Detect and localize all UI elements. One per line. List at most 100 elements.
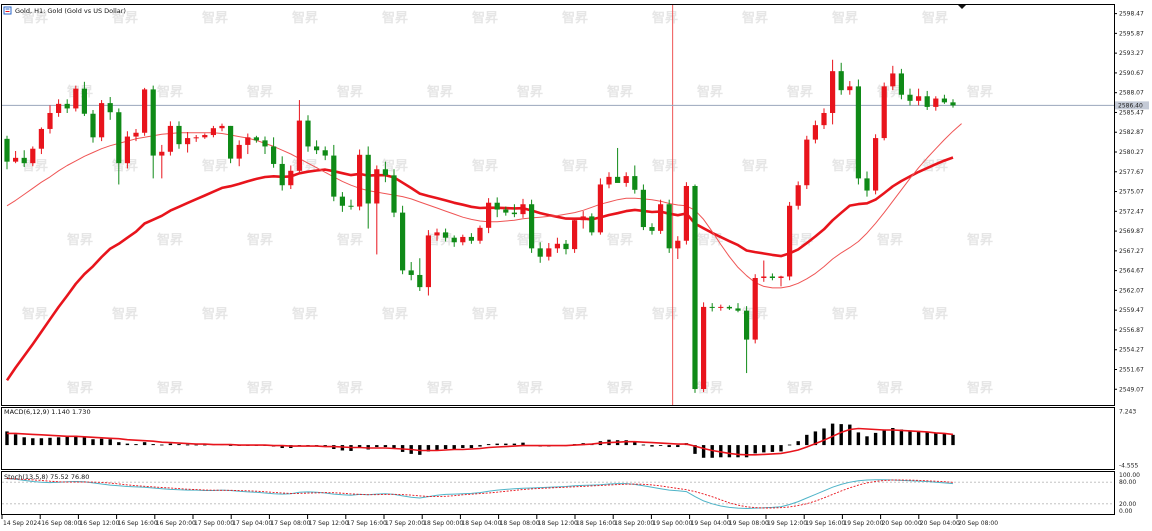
- candle-body: [357, 154, 363, 207]
- watermark-text: 智昇: [292, 10, 318, 26]
- candle-body: [709, 306, 715, 308]
- time-tick-label: 19 Sep 20:00: [843, 520, 883, 527]
- macd-histogram-bar: [512, 443, 517, 446]
- candle-body: [391, 175, 397, 213]
- shift-marker-icon[interactable]: [958, 5, 966, 9]
- macd-histogram-bar: [375, 445, 379, 448]
- stoch-main-line: [6, 478, 954, 510]
- macd-histogram-bar: [693, 445, 697, 454]
- macd-histogram-bar: [443, 445, 448, 449]
- macd-histogram-bar: [796, 441, 800, 446]
- candle-body: [589, 216, 595, 233]
- price-tick-label: 2559.47: [1119, 307, 1144, 314]
- moving-average-slow: [5, 156, 954, 382]
- ma-slow-line: [5, 156, 954, 382]
- watermark-text: 智昇: [787, 84, 813, 100]
- watermark-text: 智昇: [67, 380, 93, 396]
- macd-histogram-bar: [641, 444, 646, 446]
- watermark-text: 智昇: [112, 10, 138, 26]
- macd-histogram-bar: [203, 444, 207, 446]
- candle-body: [950, 102, 956, 106]
- macd-histogram-bar: [787, 444, 792, 446]
- time-tick-label: 17 Sep 00:00: [194, 520, 234, 527]
- watermark-text: 智昇: [22, 306, 48, 322]
- stoch-signal-line: [6, 478, 954, 509]
- time-tick-label: 16 Sep 08:00: [41, 520, 81, 527]
- macd-histogram-bar: [762, 445, 766, 453]
- candle-body: [219, 125, 225, 129]
- candle-body: [701, 306, 707, 390]
- watermark-text: 智昇: [787, 380, 813, 396]
- macd-histogram-bar: [151, 444, 155, 446]
- candle-body: [21, 157, 27, 164]
- macd-histogram-bar: [39, 438, 44, 446]
- macd-histogram-bar: [925, 432, 929, 446]
- macd-histogram-bar: [392, 445, 396, 449]
- watermark-text: 智昇: [427, 380, 453, 396]
- macd-histogram-bar: [91, 439, 95, 446]
- macd-histogram-bar: [899, 429, 904, 446]
- macd-histogram-bar: [82, 437, 87, 446]
- time-tick-label: 14 Sep 2024: [3, 520, 41, 527]
- macd-histogram-bar: [160, 444, 164, 446]
- candle-body: [262, 140, 268, 147]
- time-tick-label: 18 Sep 20:00: [614, 520, 654, 527]
- macd-histogram-bar: [168, 443, 173, 446]
- macd-panel-frame: [1, 407, 1115, 470]
- candle-body: [305, 120, 311, 147]
- macd-histogram-bar: [839, 424, 843, 446]
- candle-body: [133, 132, 139, 137]
- price-axis: 2598.47 2595.87 2593.27 2590.67 2588.07 2585.…: [1114, 11, 1144, 393]
- watermark-text: 智昇: [652, 306, 678, 322]
- candle-body: [847, 86, 853, 91]
- watermark-text: 智昇: [922, 10, 948, 26]
- macd-histogram-bar: [228, 445, 233, 446]
- macd-histogram-bar: [744, 445, 749, 458]
- candle-body: [941, 98, 947, 103]
- candle-body: [331, 155, 337, 197]
- watermark-text: 智昇: [742, 10, 768, 26]
- candle-body: [90, 113, 96, 138]
- macd-histogram-bar: [504, 443, 508, 446]
- candle-body: [185, 138, 191, 145]
- candle-body: [752, 278, 758, 340]
- watermark-text: 智昇: [292, 306, 318, 322]
- candle-body: [348, 205, 354, 207]
- macd-histogram-bar: [452, 445, 456, 449]
- watermark-text: 智昇: [202, 10, 228, 26]
- candle-body: [4, 138, 10, 162]
- price-tick-label: 2593.27: [1119, 50, 1144, 57]
- price-tick-label: 2590.67: [1119, 70, 1144, 77]
- macd-histogram-bar: [848, 424, 852, 446]
- candle-body: [374, 169, 380, 204]
- candle-body: [245, 137, 251, 145]
- candle-body: [451, 237, 457, 243]
- stochastic-indicator: [2, 478, 1114, 510]
- macd-histogram-bar: [495, 443, 499, 446]
- time-tick-label: 17 Sep 12:00: [309, 520, 349, 527]
- candle-body: [202, 135, 208, 138]
- stoch-panel-frame: [1, 471, 1115, 515]
- candle-body: [649, 227, 655, 231]
- chart-type-icon[interactable]: [3, 6, 12, 15]
- watermark-text: 智昇: [697, 232, 723, 248]
- candle-body: [511, 212, 517, 215]
- stoch-axis-label: 100.00: [1119, 472, 1140, 479]
- watermark-text: 智昇: [157, 84, 183, 100]
- time-tick-label: 17 Sep 04:00: [232, 520, 272, 527]
- time-tick-label: 16 Sep 12:00: [79, 520, 119, 527]
- candle-body: [744, 310, 750, 340]
- candle-body: [30, 148, 36, 164]
- macd-histogram-bar: [856, 432, 861, 446]
- macd-histogram-bar: [701, 445, 706, 458]
- candle-body: [417, 274, 423, 288]
- watermark-text: 智昇: [157, 380, 183, 396]
- macd-histogram-bar: [830, 423, 835, 446]
- price-tick-label: 2554.27: [1119, 347, 1144, 354]
- macd-histogram-bar: [383, 445, 388, 448]
- watermark-text: 智昇: [877, 232, 903, 248]
- macd-histogram-bar: [357, 445, 362, 449]
- candle-body: [365, 154, 371, 204]
